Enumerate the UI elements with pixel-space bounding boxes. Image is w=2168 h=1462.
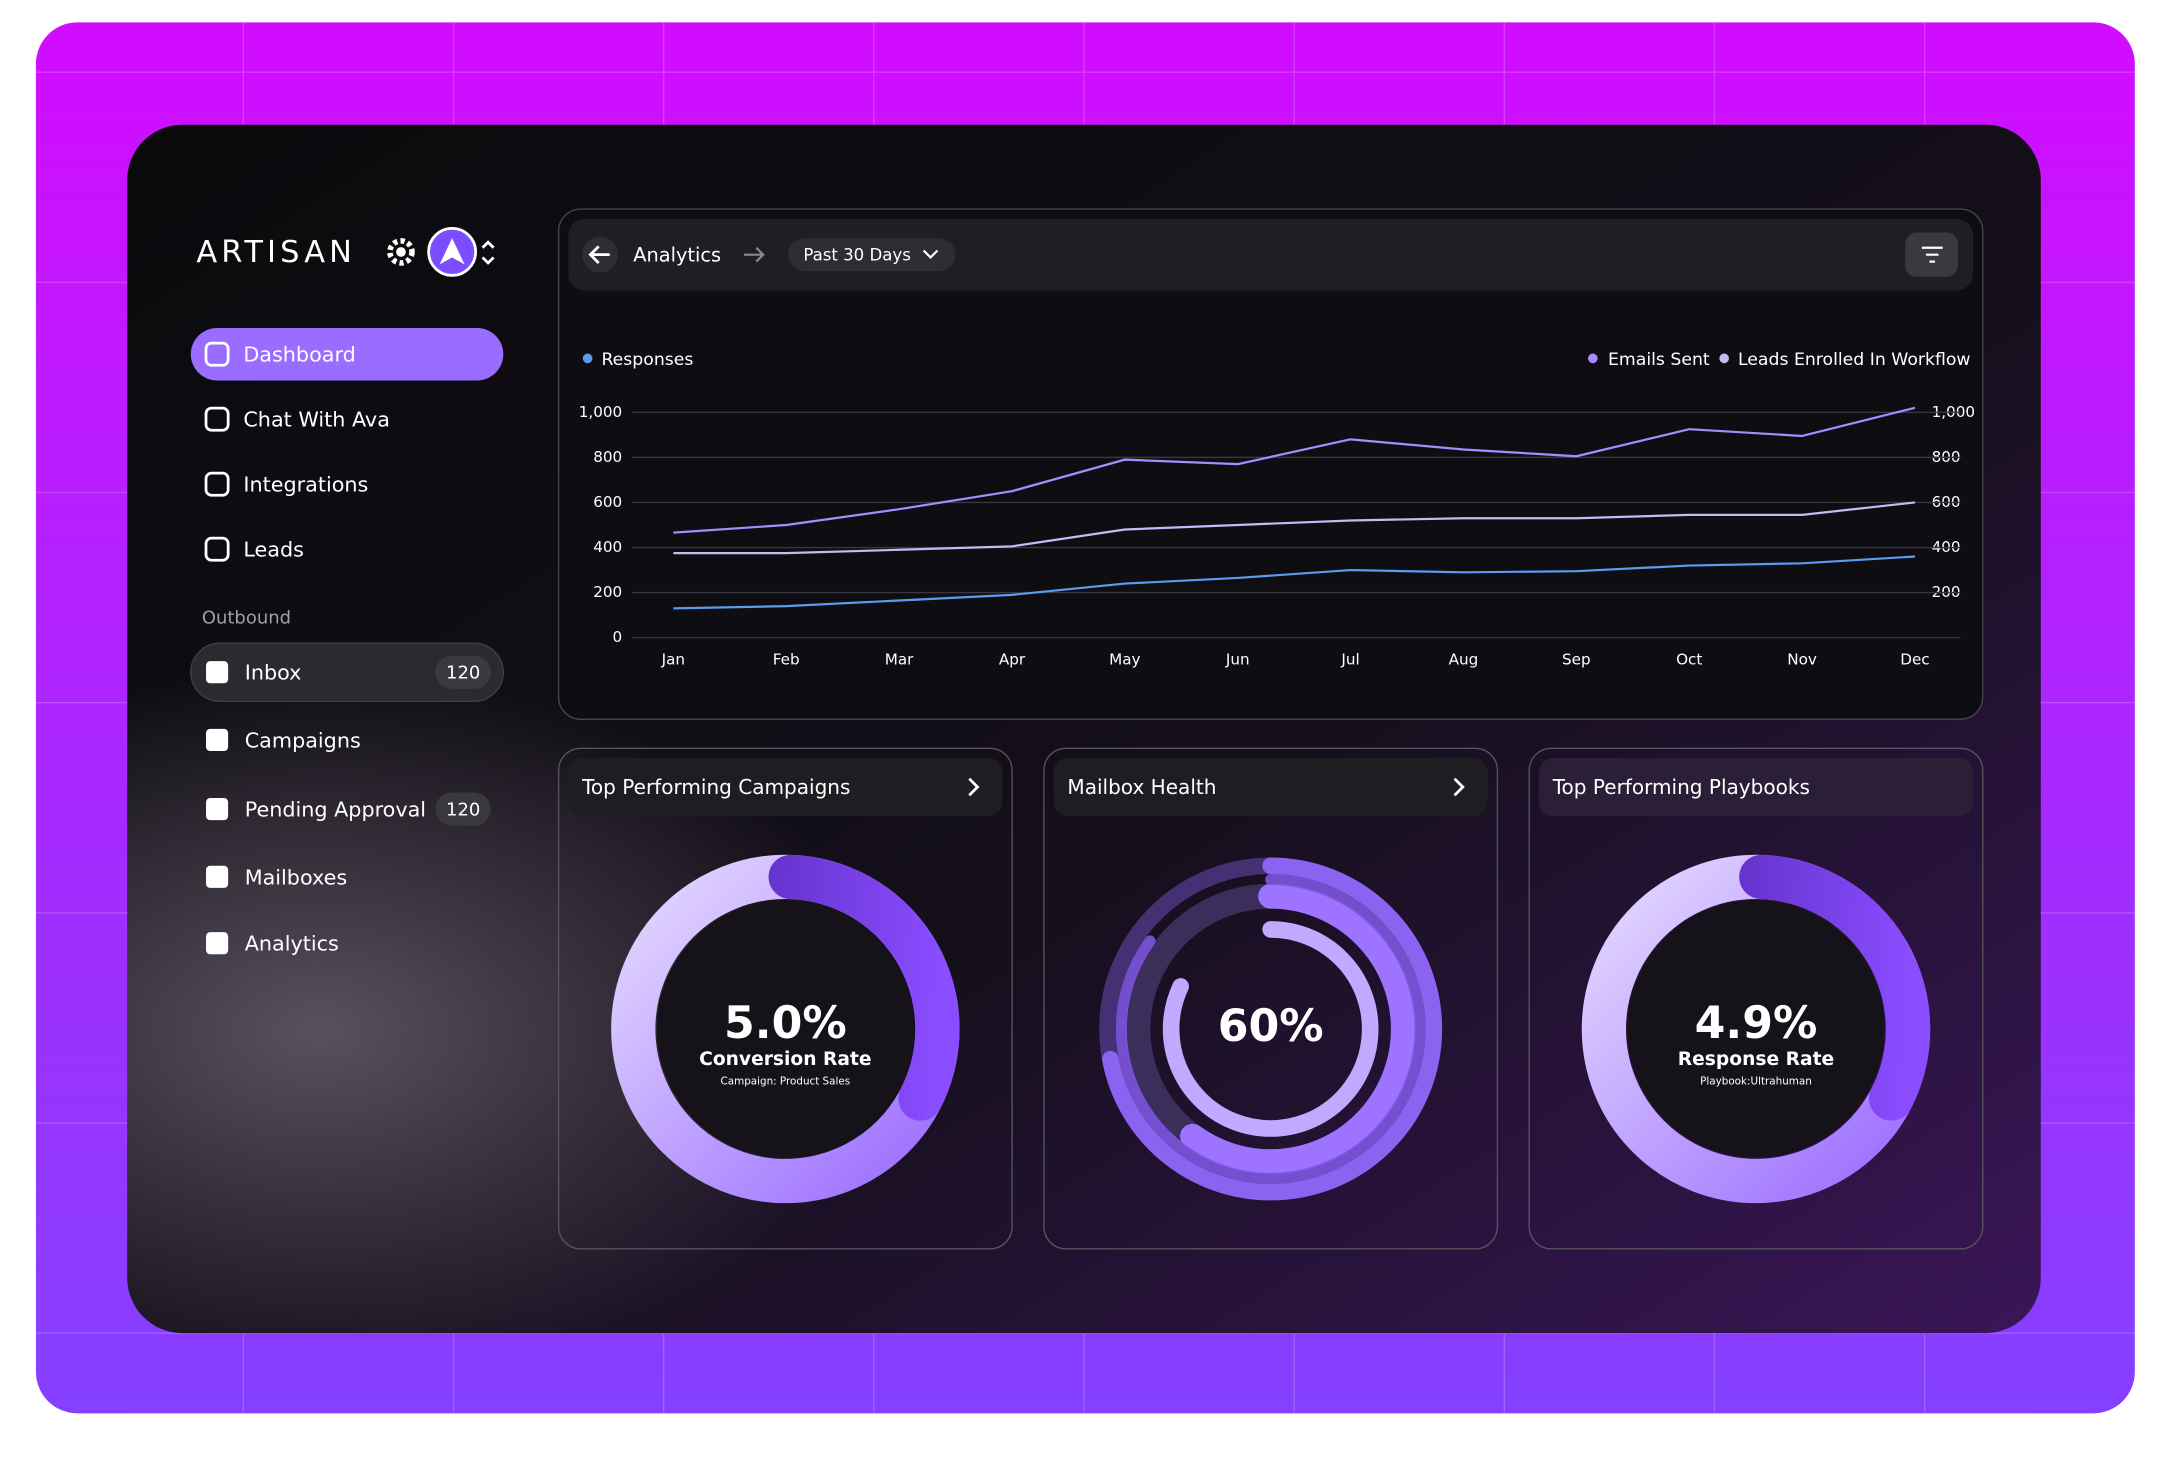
y-tick-label: 0 xyxy=(613,628,623,646)
ring-segment xyxy=(1581,854,1931,1204)
y-tick-label: 800 xyxy=(593,448,622,466)
nav: Dashboard Chat With Ava Integrations Leads O… xyxy=(190,327,504,956)
ring-inner xyxy=(1627,900,1885,1158)
legend-label: Leads Enrolled In Workflow xyxy=(1738,350,1971,370)
nav-icon xyxy=(206,865,229,888)
range-chevron xyxy=(922,249,939,260)
card-header xyxy=(1538,757,1974,817)
nav-icon xyxy=(204,406,230,432)
y-tick-label: 600 xyxy=(593,493,622,511)
card-value: 60% xyxy=(1218,1001,1324,1052)
y-tick-label: 200 xyxy=(593,583,622,601)
legend-dot xyxy=(1587,353,1598,364)
x-tick-label: Oct xyxy=(1676,650,1702,668)
series-line xyxy=(673,406,1916,534)
nav-item[interactable]: Dashboard xyxy=(243,343,355,367)
x-tick-label: Jan xyxy=(661,650,685,668)
legend-label: Responses xyxy=(601,350,693,370)
x-tick-label: Sep xyxy=(1562,650,1591,668)
badge-count: 120 xyxy=(446,663,480,684)
chart-header xyxy=(568,218,1974,291)
nav-icon xyxy=(206,728,229,752)
nav-icon xyxy=(204,471,230,497)
legend-label: Emails Sent xyxy=(1608,350,1710,370)
nav-icon xyxy=(206,798,229,821)
breadcrumb-arrow xyxy=(743,246,765,263)
settings-icon[interactable] xyxy=(387,238,415,266)
card xyxy=(557,747,1013,1250)
nav-item[interactable]: Inbox xyxy=(245,661,302,685)
x-tick-label: Nov xyxy=(1787,650,1817,668)
ring-segment xyxy=(1125,883,1416,1175)
nav-selected[interactable] xyxy=(190,642,504,702)
nav-item[interactable]: Pending Approval xyxy=(245,798,426,822)
card-metric: Conversion Rate xyxy=(699,1049,871,1070)
card-metric: Response Rate xyxy=(1678,1049,1834,1070)
ring-segment xyxy=(1162,921,1379,1137)
x-tick-label: Feb xyxy=(773,650,800,668)
card-header[interactable] xyxy=(1053,757,1488,817)
card-value: 4.9% xyxy=(1695,998,1818,1049)
filter-icon xyxy=(1921,246,1943,263)
cards: Top Performing Campaigns 5.0%Conversion R… xyxy=(557,747,1984,1250)
x-tick-label: Mar xyxy=(885,650,914,668)
card-chevron xyxy=(968,777,980,797)
nav-section: Outbound xyxy=(202,607,291,628)
card-sub: Campaign: Product Sales xyxy=(721,1076,851,1088)
nav-icon xyxy=(206,661,229,684)
legend-dot xyxy=(582,353,593,364)
nav-item[interactable]: Leads xyxy=(243,538,304,562)
avatar-logo xyxy=(439,238,465,265)
x-tick-label: May xyxy=(1109,650,1140,668)
logo: ARTISAN xyxy=(196,235,356,270)
nav-icon xyxy=(204,341,230,367)
nav-item[interactable]: Campaigns xyxy=(245,728,361,752)
nav-item[interactable]: Mailboxes xyxy=(245,865,347,889)
badge xyxy=(435,655,491,689)
x-tick-label: Dec xyxy=(1900,650,1929,668)
series-line xyxy=(673,501,1916,555)
badge-count: 120 xyxy=(446,800,480,821)
nav-item[interactable]: Integrations xyxy=(243,473,368,497)
card-header[interactable] xyxy=(568,757,1003,817)
card-sub: Playbook:Ultrahuman xyxy=(1700,1076,1812,1088)
card-title: Top Performing Campaigns xyxy=(581,775,850,799)
series-line xyxy=(673,555,1916,610)
x-tick-label: Jul xyxy=(1340,650,1359,668)
y-tick-label: 400 xyxy=(593,538,622,556)
x-tick-label: Apr xyxy=(999,650,1026,668)
ring-segment xyxy=(611,854,960,1204)
nav-icon xyxy=(206,932,229,955)
card-chevron xyxy=(1453,777,1465,797)
card xyxy=(1528,747,1984,1250)
legend-dot xyxy=(1719,353,1730,364)
nav-item[interactable]: Chat With Ava xyxy=(243,408,390,432)
x-tick-label: Aug xyxy=(1449,650,1479,668)
card xyxy=(1043,747,1499,1250)
nav-icon xyxy=(204,536,230,562)
nav-item[interactable]: Analytics xyxy=(245,932,339,956)
badge xyxy=(435,792,491,826)
card-title: Mailbox Health xyxy=(1067,775,1216,799)
x-tick-label: Jun xyxy=(1225,650,1250,668)
ring-segment xyxy=(1099,857,1443,1201)
range-select[interactable] xyxy=(788,238,956,272)
range-label: Past 30 Days xyxy=(803,246,911,265)
y-tick-label: 1,000 xyxy=(579,403,622,421)
switcher[interactable] xyxy=(481,240,495,265)
nav-active[interactable] xyxy=(190,327,504,381)
card-value: 5.0% xyxy=(724,998,847,1049)
chart-card xyxy=(557,208,1984,720)
back-icon xyxy=(588,245,610,264)
card-title: Top Performing Playbooks xyxy=(1552,775,1810,799)
ring-segment xyxy=(1115,874,1426,1184)
ring-inner xyxy=(656,900,914,1158)
header-title: Analytics xyxy=(633,244,721,267)
